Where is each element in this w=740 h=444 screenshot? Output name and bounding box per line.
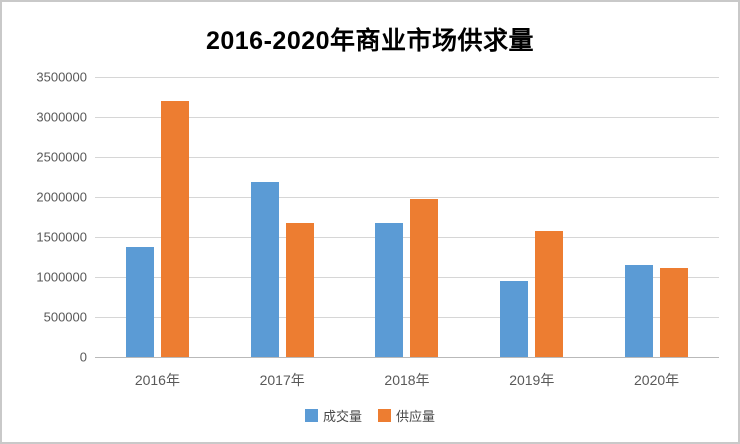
legend-item: 供应量 [378,406,435,425]
x-axis-line [95,357,719,358]
y-tick-label: 500000 [43,309,87,325]
legend-swatch [304,409,318,422]
bar-group [345,77,470,357]
bar-series-2 [285,223,314,357]
legend-item: 成交量 [304,406,362,425]
bar-series-2 [535,230,564,357]
gridline [95,117,719,118]
bar-group [469,77,594,357]
bar-series-2 [660,268,689,357]
y-tick-label: 1000000 [36,269,87,285]
gridline [95,317,719,318]
bar-series-1 [250,181,279,357]
y-tick-label: 1500000 [36,229,87,245]
bar-group [220,77,345,357]
y-tick-label: 3500000 [36,69,87,85]
bar-series-2 [160,101,189,357]
legend-label: 成交量 [322,409,362,424]
x-tick-label: 2020年 [634,372,680,388]
x-tick-label: 2018年 [384,372,430,388]
bar-series-1 [625,265,654,357]
bar-series-2 [410,199,439,357]
bar-series-1 [500,281,529,357]
gridline [95,237,719,238]
gridline [95,157,719,158]
bar-series-1 [375,223,404,357]
x-tick-label: 2017年 [259,372,305,388]
bar-series-1 [125,246,154,357]
x-axis: 2016年 2017年 2018年 2019年 2020年 [95,370,719,390]
y-tick-label: 3000000 [36,109,87,125]
legend: 成交量 供应量 [2,406,738,425]
bar-groups [95,77,719,357]
x-tick-label: 2019年 [509,372,555,388]
bar-group [594,77,719,357]
y-tick-label: 2000000 [36,189,87,205]
x-tick-label: 2016年 [134,372,180,388]
plot-area [95,77,719,358]
bar-group [95,77,220,357]
legend-label: 供应量 [396,409,436,424]
legend-swatch [378,409,391,422]
gridline [95,197,719,198]
gridline [95,77,719,78]
y-axis: 3500000 3000000 2500000 2000000 1500000 10000… [8,70,87,365]
y-tick-label: 0 [79,349,87,365]
gridline [95,277,719,278]
chart-title: 2016-2020年商业市场供求量 [205,27,535,55]
y-tick-label: 2500000 [36,149,87,165]
